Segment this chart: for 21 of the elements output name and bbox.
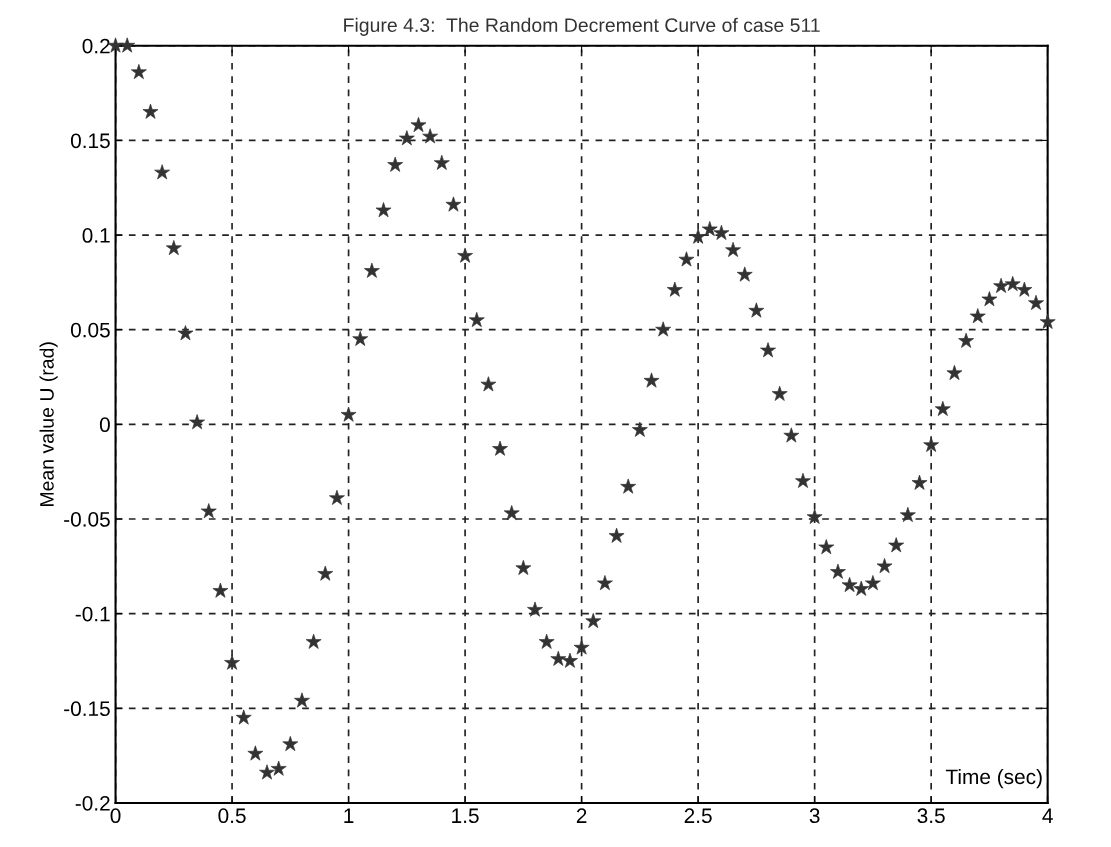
x-tick-label: 2.5 [684, 808, 712, 824]
x-tick-label: 0.5 [218, 808, 246, 824]
y-tick-label: 0.15 [70, 133, 110, 149]
y-tick-label: 0 [99, 417, 110, 433]
y-tick-label: -0.2 [75, 795, 110, 811]
y-tick-label: 0.05 [70, 322, 110, 338]
y-tick-label: 0.2 [82, 38, 110, 54]
chart-title: Figure 4.3: The Random Decrement Curve of case 511 [344, 17, 820, 36]
y-axis-title: Mean value U (rad) [39, 342, 58, 506]
x-tick-label: 1.5 [452, 808, 479, 824]
x-tick-label: 2 [576, 808, 587, 823]
y-tick-label: 0.1 [82, 228, 110, 243]
x-tick-label: 1 [344, 808, 354, 823]
x-tick-label: 3.5 [917, 808, 945, 824]
x-axis-title: Time (sec) [945, 768, 1042, 789]
x-tick-label: 0 [110, 808, 121, 824]
x-tick-label: 4 [1042, 808, 1053, 823]
y-tick-label: -0.1 [75, 606, 110, 622]
x-tick-label: 3 [809, 808, 820, 824]
y-tick-label: -0.15 [64, 701, 110, 717]
y-tick-label: -0.05 [64, 512, 110, 527]
